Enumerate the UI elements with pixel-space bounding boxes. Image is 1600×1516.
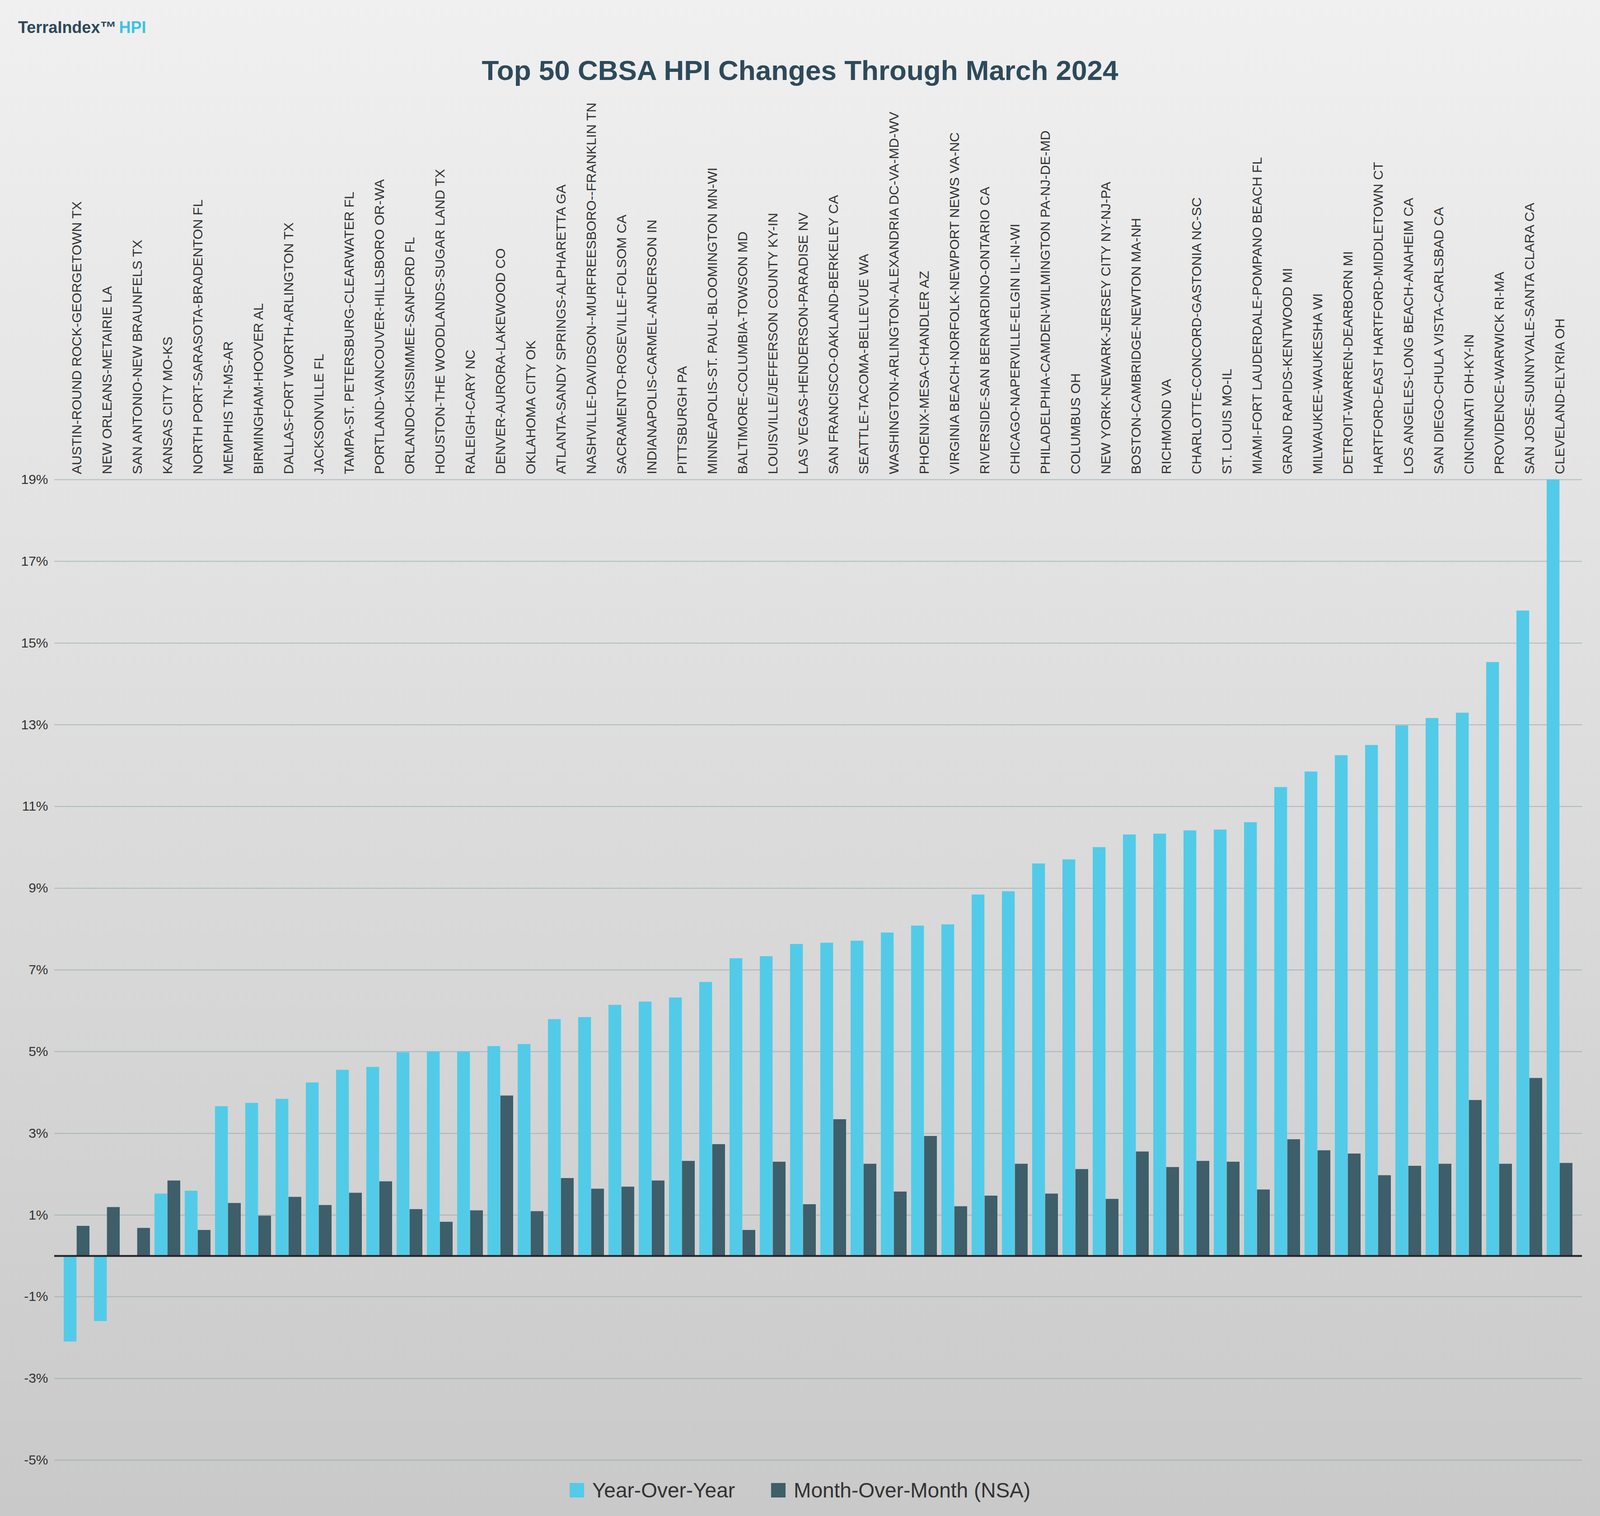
svg-text:BOSTON-CAMBRIDGE-NEWTON MA-NH: BOSTON-CAMBRIDGE-NEWTON MA-NH	[1128, 217, 1144, 474]
svg-text:SAN JOSE-SUNNYVALE-SANTA CLARA: SAN JOSE-SUNNYVALE-SANTA CLARA CA	[1521, 202, 1537, 475]
svg-text:7%: 7%	[28, 961, 48, 977]
svg-text:NASHVILLE-DAVIDSON--MURFREESBO: NASHVILLE-DAVIDSON--MURFREESBORO--FRANKL…	[583, 102, 599, 474]
svg-text:SEATTLE-TACOMA-BELLEVUE WA: SEATTLE-TACOMA-BELLEVUE WA	[856, 253, 871, 475]
svg-text:17%: 17%	[20, 553, 48, 569]
svg-text:CINCINNATI OH-KY-IN: CINCINNATI OH-KY-IN	[1461, 333, 1477, 474]
svg-text:PROVIDENCE-WARWICK RI-MA: PROVIDENCE-WARWICK RI-MA	[1491, 271, 1507, 474]
svg-text:WASHINGTON-ARLINGTON-ALEXANDRI: WASHINGTON-ARLINGTON-ALEXANDRIA DC-VA-MD…	[886, 111, 902, 474]
svg-text:15%: 15%	[20, 635, 48, 651]
html-text:TerraIndex™ HPI: TerraIndex™ HPI	[18, 18, 147, 37]
svg-text:PITTSBURGH PA: PITTSBURGH PA	[674, 365, 690, 474]
svg-text:SACRAMENTO-ROSEVILLE-FOLSOM CA: SACRAMENTO-ROSEVILLE-FOLSOM CA	[613, 214, 629, 475]
svg-text:PORTLAND-VANCOUVER-HILLSBORO O: PORTLAND-VANCOUVER-HILLSBORO OR-WA	[371, 179, 387, 475]
svg-text:3%: 3%	[28, 1125, 48, 1141]
svg-text:19%: 19%	[20, 471, 48, 487]
svg-text:DENVER-AURORA-LAKEWOOD CO: DENVER-AURORA-LAKEWOOD CO	[492, 247, 508, 474]
svg-text:ORLANDO-KISSIMMEE-SANFORD FL: ORLANDO-KISSIMMEE-SANFORD FL	[402, 236, 417, 474]
svg-text:CHICAGO-NAPERVILLE-ELGIN IL-IN: CHICAGO-NAPERVILLE-ELGIN IL-IN-WI	[1007, 223, 1023, 475]
svg-text:-3%: -3%	[23, 1370, 48, 1385]
html-text:Year-Over-Year: Year-Over-Year	[592, 1478, 735, 1502]
svg-text:INDIANAPOLIS-CARMEL-ANDERSON I: INDIANAPOLIS-CARMEL-ANDERSON IN	[644, 219, 660, 474]
svg-text:COLUMBUS OH: COLUMBUS OH	[1067, 373, 1083, 474]
svg-text:BALTIMORE-COLUMBIA-TOWSON MD: BALTIMORE-COLUMBIA-TOWSON MD	[734, 231, 750, 474]
svg-text:CHARLOTTE-CONCORD-GASTONIA NC-: CHARLOTTE-CONCORD-GASTONIA NC-SC	[1188, 197, 1204, 475]
svg-text:DETROIT-WARREN-DEARBORN MI: DETROIT-WARREN-DEARBORN MI	[1340, 251, 1356, 475]
svg-text:ATLANTA-SANDY SPRINGS-ALPHARET: ATLANTA-SANDY SPRINGS-ALPHARETTA GA	[553, 184, 569, 474]
svg-text:HARTFORD-EAST HARTFORD-MIDDLET: HARTFORD-EAST HARTFORD-MIDDLETOWN CT	[1370, 161, 1386, 474]
html-text:Top 50 CBSA HPI Changes Throug: Top 50 CBSA HPI Changes Through March 20…	[481, 54, 1119, 86]
svg-text:NEW ORLEANS-METAIRIE LA: NEW ORLEANS-METAIRIE LA	[99, 285, 115, 474]
svg-text:11%: 11%	[22, 798, 49, 814]
svg-text:CLEVELAND-ELYRIA OH: CLEVELAND-ELYRIA OH	[1552, 318, 1568, 475]
svg-text:VIRGINIA BEACH-NORFOLK-NEWPORT: VIRGINIA BEACH-NORFOLK-NEWPORT NEWS VA-N…	[946, 132, 962, 475]
svg-text:MEMPHIS TN-MS-AR: MEMPHIS TN-MS-AR	[220, 341, 236, 474]
svg-text:13%: 13%	[20, 716, 48, 732]
svg-text:RIVERSIDE-SAN BERNARDINO-ONTAR: RIVERSIDE-SAN BERNARDINO-ONTARIO CA	[977, 186, 992, 474]
svg-text:-5%: -5%	[23, 1451, 48, 1467]
html-text:Month-Over-Month (NSA): Month-Over-Month (NSA)	[793, 1478, 1031, 1502]
svg-text:DALLAS-FORT WORTH-ARLINGTON TX: DALLAS-FORT WORTH-ARLINGTON TX	[280, 222, 296, 474]
svg-text:SAN FRANCISCO-OAKLAND-BERKELEY: SAN FRANCISCO-OAKLAND-BERKELEY CA	[825, 195, 841, 475]
svg-text:JACKSONVILLE FL: JACKSONVILLE FL	[311, 353, 327, 475]
svg-text:MIAMI-FORT LAUDERDALE-POMPANO: MIAMI-FORT LAUDERDALE-POMPANO BEACH FL	[1249, 157, 1265, 475]
svg-text:KANSAS CITY MO-KS: KANSAS CITY MO-KS	[159, 336, 175, 475]
svg-text:HOUSTON-THE WOODLANDS-SUGAR LA: HOUSTON-THE WOODLANDS-SUGAR LAND TX	[432, 168, 448, 475]
svg-text:NEW YORK-NEWARK-JERSEY CITY NY: NEW YORK-NEWARK-JERSEY CITY NY-NJ-PA	[1098, 181, 1114, 474]
svg-text:PHILADELPHIA-CAMDEN-WILMINGTON: PHILADELPHIA-CAMDEN-WILMINGTON PA-NJ-DE-…	[1037, 130, 1053, 475]
svg-text:1%: 1%	[28, 1207, 48, 1222]
svg-text:RICHMOND VA: RICHMOND VA	[1158, 378, 1174, 474]
svg-text:MINNEAPOLIS-ST. PAUL-BLOOMINGT: MINNEAPOLIS-ST. PAUL-BLOOMINGTON MN-WI	[704, 167, 720, 475]
svg-text:5%: 5%	[28, 1043, 48, 1059]
svg-text:OKLAHOMA CITY OK: OKLAHOMA CITY OK	[523, 340, 539, 474]
svg-text:-1%: -1%	[23, 1288, 48, 1304]
svg-text:9%: 9%	[28, 879, 48, 895]
svg-text:PHOENIX-MESA-CHANDLER AZ: PHOENIX-MESA-CHANDLER AZ	[916, 270, 932, 474]
svg-text:LOUISVILLE/JEFFERSON COUNTY KY: LOUISVILLE/JEFFERSON COUNTY KY-IN	[765, 212, 781, 474]
svg-text:SAN ANTONIO-NEW BRAUNFELS TX: SAN ANTONIO-NEW BRAUNFELS TX	[129, 239, 145, 475]
svg-text:GRAND RAPIDS-KENTWOOD MI: GRAND RAPIDS-KENTWOOD MI	[1279, 267, 1295, 475]
svg-text:TAMPA-ST. PETERSBURG-CLEARWATE: TAMPA-ST. PETERSBURG-CLEARWATER FL	[341, 191, 357, 474]
svg-text:LAS VEGAS-HENDERSON-PARADISE N: LAS VEGAS-HENDERSON-PARADISE NV	[795, 212, 811, 475]
svg-text:LOS ANGELES-LONG BEACH-ANAHEIM: LOS ANGELES-LONG BEACH-ANAHEIM CA	[1400, 197, 1416, 475]
svg-text:RALEIGH-CARY NC: RALEIGH-CARY NC	[462, 349, 478, 475]
svg-text:MILWAUKEE-WAUKESHA WI: MILWAUKEE-WAUKESHA WI	[1309, 293, 1325, 475]
svg-text:AUSTIN-ROUND ROCK-GEORGETOWN T: AUSTIN-ROUND ROCK-GEORGETOWN TX	[69, 201, 85, 475]
svg-text:NORTH PORT-SARASOTA-BRADENTON: NORTH PORT-SARASOTA-BRADENTON FL	[190, 199, 206, 475]
svg-text:ST. LOUIS MO-IL: ST. LOUIS MO-IL	[1219, 368, 1235, 474]
svg-text:SAN DIEGO-CHULA VISTA-CARLSBAD: SAN DIEGO-CHULA VISTA-CARLSBAD CA	[1431, 206, 1446, 474]
svg-text:BIRMINGHAM-HOOVER AL: BIRMINGHAM-HOOVER AL	[250, 303, 266, 474]
